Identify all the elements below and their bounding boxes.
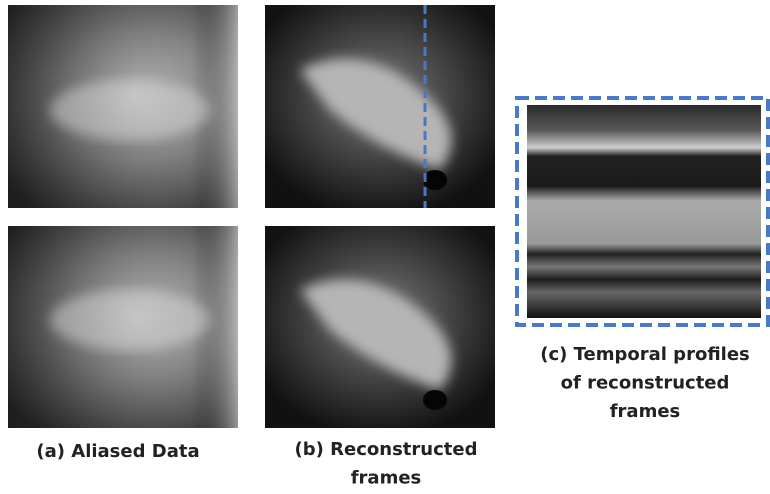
reconstructed-images bbox=[265, 5, 495, 428]
caption: frames bbox=[351, 468, 422, 489]
caption: (c) Temporal profiles bbox=[540, 344, 750, 365]
figure: (a) Aliased Data (b) Reconstructed frames (… bbox=[0, 0, 770, 494]
caption: of reconstructed bbox=[561, 373, 730, 394]
caption: frames bbox=[610, 401, 681, 422]
caption: (a) Aliased Data bbox=[36, 441, 199, 462]
temporal-profile bbox=[517, 98, 768, 325]
caption: (b) Reconstructed bbox=[295, 439, 478, 460]
aliased-images bbox=[8, 5, 238, 428]
